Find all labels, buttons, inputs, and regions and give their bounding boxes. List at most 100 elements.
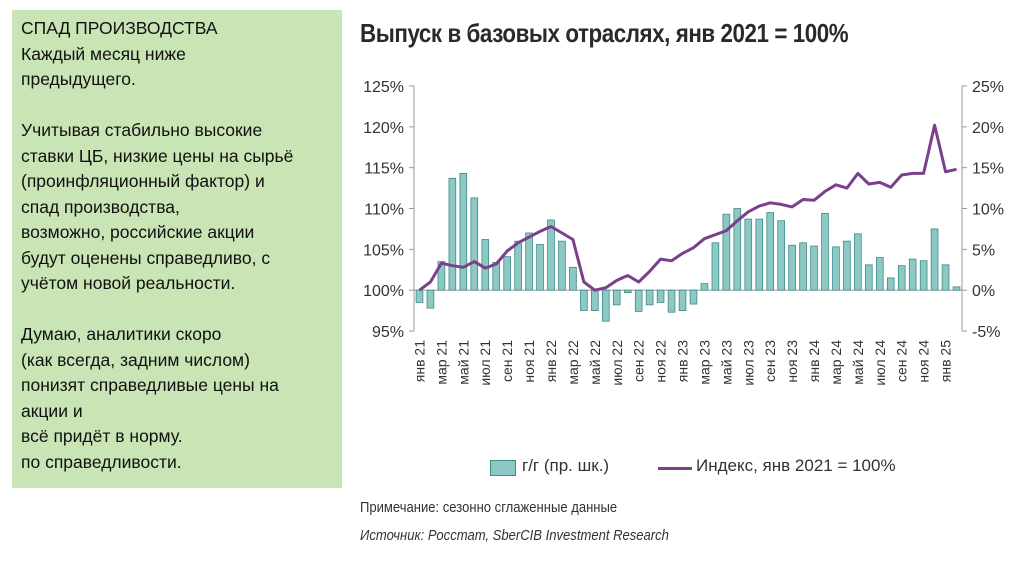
note-line: Каждый месяц ниже	[21, 43, 186, 64]
x-tick-label: июл 22	[609, 340, 625, 386]
bar-yoy	[459, 172, 468, 291]
bar-yoy	[656, 289, 665, 303]
note-line: ставки ЦБ, низкие цены на сырьё	[21, 145, 294, 166]
bar-yoy	[788, 244, 796, 291]
left-tick-label: 105%	[363, 242, 404, 259]
bar-yoy	[897, 265, 906, 291]
bar-yoy	[755, 218, 764, 291]
note-line: понизят справедливые цены на	[21, 375, 279, 395]
bar-yoy	[930, 228, 939, 291]
bar-yoy	[415, 289, 424, 303]
bar-yoy	[832, 246, 840, 291]
bar-yoy	[733, 208, 742, 291]
note-line: СПАД ПРОИЗВОДСТВА	[21, 18, 218, 38]
bar-yoy	[470, 197, 479, 291]
chart-title: Выпуск в базовых отраслях, янв 2021 = 10…	[360, 18, 849, 48]
right-tick-label: 20%	[972, 120, 1004, 137]
x-tick-label: июл 24	[872, 340, 888, 386]
bar-yoy	[810, 245, 818, 291]
x-tick-label: янв 24	[806, 340, 822, 382]
bar-yoy	[634, 289, 643, 312]
bar-yoy	[645, 289, 654, 306]
note-line: спад производства,	[21, 196, 180, 217]
x-tick-label: май 21	[455, 340, 471, 385]
bar-yoy	[876, 257, 884, 291]
left-tick-label: 115%	[364, 161, 404, 178]
note-line: будут оценены справедливо, с	[21, 247, 271, 268]
bar-yoy	[667, 289, 676, 313]
left-tick-label: 95%	[372, 324, 404, 341]
left-tick-label: 125%	[363, 79, 404, 96]
bar-yoy	[689, 289, 698, 305]
x-tick-label: июл 21	[477, 340, 493, 386]
bar-yoy	[492, 261, 500, 291]
note-line: возможно, российские акции	[21, 222, 255, 242]
bar-yoy	[481, 239, 490, 291]
footnote: Примечание: сезонно сглаженные данные	[360, 500, 618, 516]
right-tick-label: -5%	[972, 324, 1000, 341]
bar-yoy	[854, 233, 862, 291]
note-line: Думаю, аналитики скоро	[21, 324, 222, 344]
legend-line-label: Индекс, янв 2021 = 100%	[696, 456, 896, 475]
index-line	[418, 123, 957, 292]
note-line: Учитывая стабильно высокие	[21, 120, 263, 140]
x-tick-label: мар 22	[565, 340, 581, 385]
note-line: учётом новой реальности.	[21, 273, 236, 293]
x-tick-label: июл 23	[740, 340, 756, 386]
bar-yoy	[865, 264, 873, 291]
bar-yoy	[744, 218, 753, 291]
bar-yoy	[908, 258, 917, 291]
right-tick-label: 15%	[972, 161, 1004, 178]
note-line: (проинфляционный фактор) и	[21, 171, 265, 191]
bar-yoy	[919, 260, 928, 291]
note-line: (как всегда, задним числом)	[21, 349, 250, 370]
bar-yoy	[514, 240, 522, 291]
x-tick-label: янв 22	[543, 340, 559, 382]
bar-yoy	[580, 289, 588, 311]
x-tick-label: мар 21	[433, 340, 449, 385]
x-tick-label: май 23	[718, 340, 734, 385]
bar-yoy	[612, 289, 621, 306]
bar-yoy	[941, 264, 950, 291]
bar-yoy	[766, 212, 774, 291]
x-tick-label: мар 23	[696, 340, 712, 385]
x-tick-label: сен 24	[894, 340, 910, 382]
right-tick-label: 10%	[972, 202, 1004, 219]
bar-yoy	[602, 289, 610, 322]
bar-yoy	[711, 242, 720, 291]
right-tick-label: 25%	[972, 79, 1004, 96]
bar-yoy	[569, 266, 577, 291]
bar-yoy	[777, 220, 785, 291]
right-tick-label: 5%	[972, 242, 995, 259]
left-tick-label: 120%	[363, 120, 404, 137]
bar-yoy	[799, 242, 807, 291]
bar-yoy	[623, 289, 632, 294]
right-tick-label: 0%	[972, 283, 995, 300]
x-tick-label: сен 22	[631, 340, 647, 382]
bar-yoy	[437, 261, 446, 291]
bar-yoy	[886, 277, 895, 291]
left-tick-label: 100%	[363, 283, 404, 300]
bar-yoy	[448, 177, 457, 291]
x-tick-label: сен 23	[762, 340, 778, 382]
x-tick-label: ноя 22	[653, 340, 669, 383]
x-tick-label: ноя 23	[784, 340, 800, 383]
legend-bar-swatch	[490, 460, 516, 476]
x-tick-label: янв 23	[675, 340, 691, 382]
left-tick-label: 110%	[364, 202, 404, 219]
commentary-panel: СПАД ПРОИЗВОДСТВА Каждый месяц ниже предыд…	[12, 10, 342, 488]
note-line: предыдущего.	[21, 69, 136, 89]
bar-yoy	[952, 286, 961, 291]
source-note: Источник: Росстат, SberCIB Investment Re…	[360, 528, 669, 544]
bar-yoy	[558, 240, 566, 291]
bar-yoy	[700, 283, 709, 291]
x-tick-label: ноя 21	[521, 340, 537, 383]
x-tick-label: мар 24	[828, 340, 844, 385]
bar-yoy	[536, 244, 544, 291]
x-tick-label: май 22	[587, 340, 603, 385]
note-line: акции и	[21, 400, 83, 421]
note-line: всё придёт в норму.	[21, 426, 183, 446]
x-tick-label: май 24	[850, 340, 866, 385]
x-tick-label: ноя 24	[916, 340, 932, 383]
